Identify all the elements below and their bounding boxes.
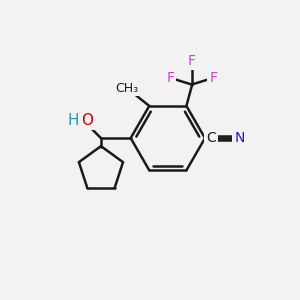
Text: F: F [209,71,217,85]
Text: F: F [167,71,174,85]
Text: C: C [206,131,216,145]
Text: CH₃: CH₃ [116,82,139,94]
Text: O: O [82,113,94,128]
Text: N: N [235,131,245,145]
Text: F: F [188,54,196,68]
Text: H: H [68,113,80,128]
